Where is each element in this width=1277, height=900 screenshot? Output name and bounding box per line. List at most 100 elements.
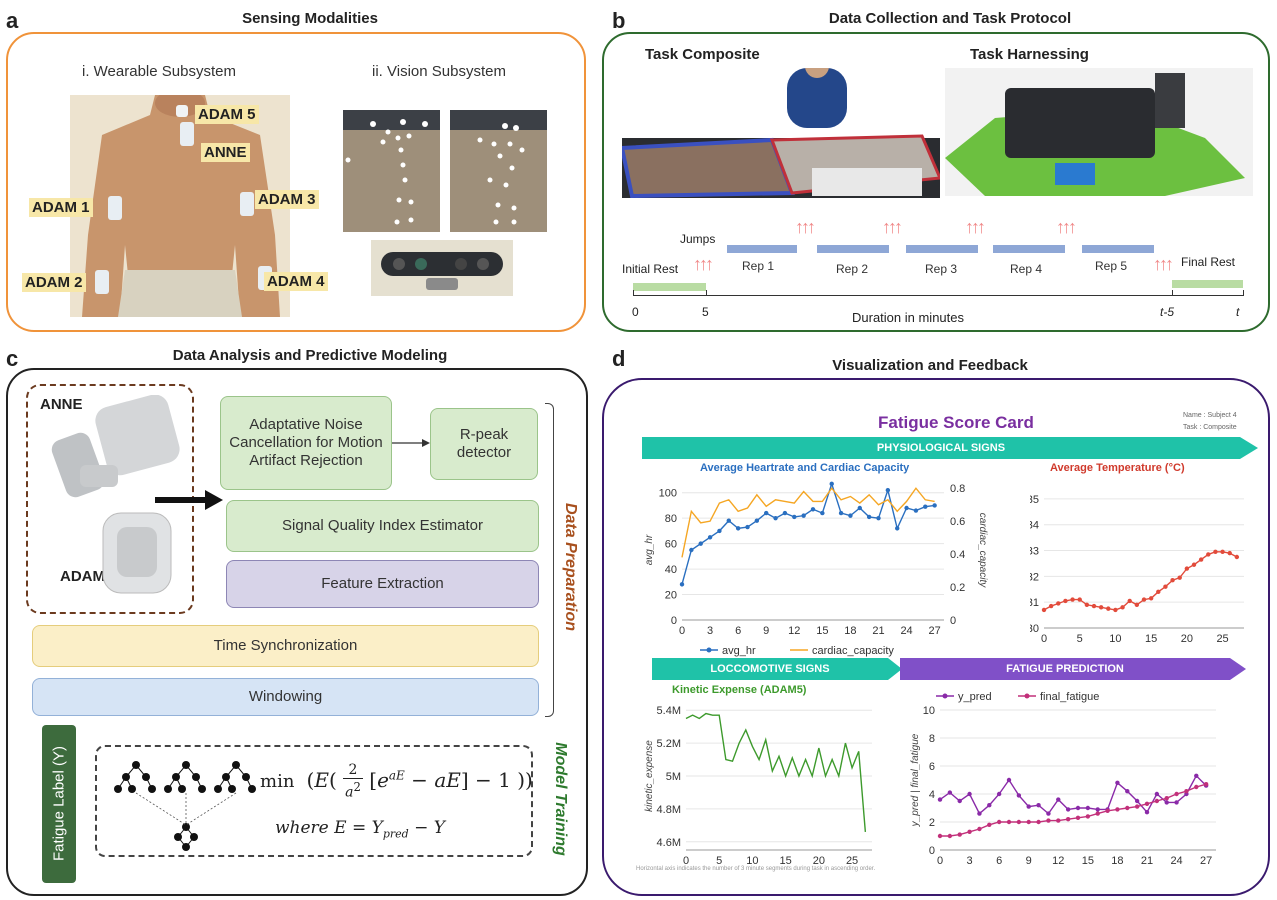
chart-temperature: 3031323334350510152025avg_temp	[1030, 494, 1244, 645]
data-point-y_pred	[1006, 777, 1012, 783]
legend-marker	[942, 693, 948, 699]
data-point-avg_temp	[1227, 550, 1232, 556]
data-point-y_pred	[957, 798, 962, 804]
loss-formula: min (E( 2 a2 [eaE − aE] − 1 ))	[260, 762, 533, 801]
panel-c-title: Data Analysis and Predictive Modeling	[172, 347, 448, 364]
y-axis-label: kinetic_expense	[644, 740, 655, 812]
data-point-avg_hr	[792, 514, 797, 520]
model-training-box	[95, 745, 533, 857]
data-point-final_fatigue	[1154, 798, 1160, 804]
y2-tick-label: 0	[950, 615, 956, 627]
series-line-final_fatigue	[940, 783, 1207, 837]
panel-a-title: Sensing Modalities	[242, 10, 378, 27]
data-point-avg_temp	[1156, 589, 1161, 595]
data-point-y_pred	[996, 791, 1002, 797]
data-point-avg_hr	[782, 510, 788, 516]
adam-device-label: ADAM	[60, 568, 105, 585]
data-point-y_pred	[1125, 789, 1130, 794]
rpeak-box: R-peak detector	[430, 408, 538, 480]
y-tick-label: 5M	[666, 771, 681, 783]
data-point-avg_temp	[1084, 602, 1090, 607]
task-harnessing-photo	[945, 68, 1253, 196]
y-tick-label: 6	[929, 761, 935, 773]
sensor-label-anne: ANNE	[201, 143, 250, 162]
data-point-y_pred	[1056, 797, 1061, 802]
data-point-avg_hr	[754, 518, 760, 523]
x-tick-label: 0	[1041, 633, 1047, 645]
data-point-avg_hr	[857, 505, 862, 511]
rep-bar-3	[906, 245, 978, 253]
final-rest-label: Final Rest	[1181, 255, 1236, 269]
data-point-avg_hr	[913, 508, 919, 513]
x-tick-label: 20	[813, 855, 825, 867]
x-tick-label: 10	[746, 855, 758, 867]
data-point-y_pred	[947, 790, 953, 795]
rep-bar-2	[817, 245, 889, 253]
feature-extraction-box: Feature Extraction	[226, 560, 539, 608]
data-point-avg_temp	[1141, 597, 1147, 602]
x-tick-label: 15	[1145, 633, 1157, 645]
formula-body: (E( 2 a2 [eaE − aE] − 1 ))	[300, 762, 533, 801]
x-tick-label: 20	[1181, 633, 1193, 645]
chart-kinetic-expense: 4.6M 4.8M 5M 5.2M 5.4M 0 5 10 15 20 25 kinetic_expe…	[644, 705, 872, 867]
legend-label: y_pred	[958, 691, 992, 703]
x-tick-label: 25	[1216, 633, 1228, 645]
data-point-y_pred	[1046, 811, 1051, 816]
data-point-avg_hr	[829, 481, 834, 487]
rep-bar-1	[727, 245, 797, 253]
sensor-pad-adam5	[180, 122, 194, 146]
x-tick-label: 3	[967, 855, 973, 867]
data-point-y_pred	[937, 797, 943, 802]
y-axis-label: y_pred | final_fatigue	[910, 733, 921, 827]
data-point-final_fatigue	[947, 833, 953, 839]
final-rest-bar	[1172, 280, 1243, 288]
data-point-avg_hr	[932, 503, 937, 508]
y-tick-label: 8	[929, 733, 935, 745]
data-point-avg_hr	[923, 504, 928, 509]
tick-mark-t	[1243, 290, 1244, 296]
legend-marker	[706, 647, 712, 653]
data-point-final_fatigue	[1134, 804, 1140, 809]
data-point-final_fatigue	[1184, 789, 1189, 794]
y-tick-label: 60	[665, 539, 677, 551]
x-tick-label: 9	[1026, 855, 1032, 867]
data-point-final_fatigue	[1194, 784, 1199, 790]
rep-label-4: Rep 4	[1010, 262, 1043, 276]
data-point-avg_hr	[707, 535, 713, 540]
data-point-avg_hr	[885, 487, 891, 493]
data-point-avg_temp	[1077, 597, 1082, 602]
score-card-name: Name : Subject 4	[1183, 412, 1237, 419]
data-point-y_pred	[987, 803, 992, 808]
data-point-y_pred	[1095, 807, 1100, 812]
data-point-avg_temp	[1213, 549, 1218, 555]
x-tick-label: 24	[1170, 855, 1182, 867]
initial-rest-bar	[633, 283, 706, 291]
jump-arrows-5: ↑↑↑	[1056, 217, 1077, 237]
data-point-final_fatigue	[987, 822, 992, 827]
series-line-y_pred	[939, 774, 1207, 815]
data-point-y_pred	[1164, 800, 1169, 805]
data-point-avg_hr	[726, 518, 731, 523]
sensor-label-adam1: ADAM 1	[29, 198, 93, 217]
chart1-title: Average Heartrate and Cardiac Capacity	[700, 462, 910, 474]
data-point-avg_temp	[1106, 606, 1111, 611]
data-point-final_fatigue	[1056, 818, 1061, 823]
x-tick-label: 24	[900, 625, 912, 637]
loco-header-bg	[652, 658, 902, 680]
y-tick-label: 34	[1030, 520, 1039, 532]
panel-d-letter: d	[612, 346, 626, 371]
task-composite-label: Task Composite	[645, 46, 760, 63]
chart-footnote: Horizontal axis indicates the number of …	[636, 866, 876, 872]
formula-rest: − Y	[408, 818, 445, 838]
anne-device-image	[50, 394, 190, 505]
data-point-y_pred	[1144, 810, 1150, 815]
data-point-avg_hr	[745, 524, 750, 530]
y-tick-label: 40	[665, 564, 677, 576]
tick-label-t: t	[1236, 305, 1240, 319]
data-point-final_fatigue	[957, 832, 962, 837]
data-point-avg_hr	[679, 582, 685, 587]
initial-rest-label: Initial Rest	[622, 262, 679, 276]
data-point-avg_temp	[1070, 597, 1075, 602]
sensor-label-adam2: ADAM 2	[22, 273, 86, 292]
panel-d-frame	[602, 378, 1270, 896]
